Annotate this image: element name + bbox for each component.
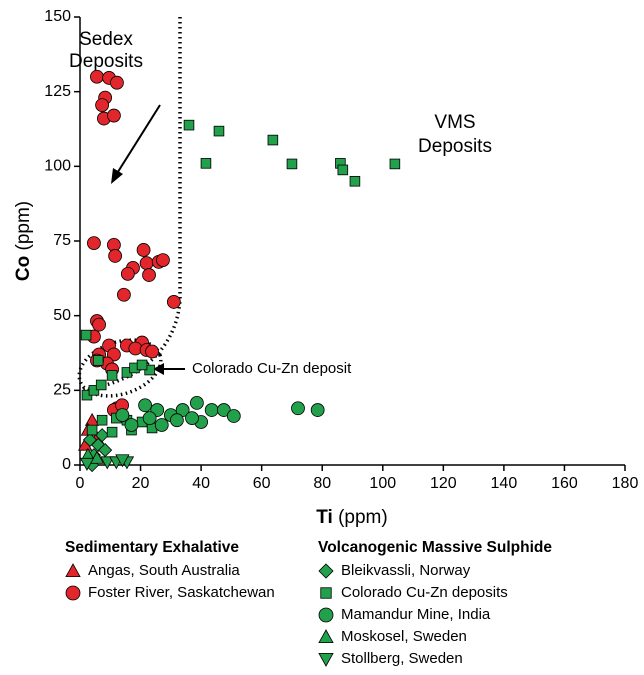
legend-label: Stollberg, Sweden bbox=[341, 650, 463, 667]
x-tick-label: 180 bbox=[612, 475, 639, 492]
y-tick-label: 125 bbox=[44, 83, 71, 100]
x-tick-label: 60 bbox=[253, 475, 271, 492]
legend-label: Foster River, Saskatchewan bbox=[88, 584, 275, 601]
point bbox=[88, 385, 100, 396]
y-tick-label: 25 bbox=[53, 382, 71, 399]
y-tick-label: 100 bbox=[44, 158, 71, 175]
point bbox=[310, 403, 325, 417]
point bbox=[117, 287, 131, 302]
y-tick-label: 75 bbox=[53, 232, 71, 249]
x-tick-label: 0 bbox=[76, 475, 85, 492]
point bbox=[200, 158, 212, 169]
point bbox=[80, 329, 92, 341]
point bbox=[86, 424, 98, 436]
point bbox=[124, 418, 139, 432]
y-axis-title-bold: Co bbox=[13, 256, 34, 281]
legend-marker bbox=[318, 629, 334, 643]
y-tick-label: 50 bbox=[53, 307, 71, 324]
point bbox=[92, 317, 106, 332]
point bbox=[107, 108, 121, 123]
legend-marker bbox=[65, 585, 81, 601]
legend-label: Bleikvassli, Norway bbox=[341, 562, 471, 579]
legend-label: Colorado Cu-Zn deposits bbox=[341, 584, 508, 601]
point bbox=[138, 398, 152, 413]
legend-marker bbox=[318, 653, 334, 667]
legend-marker bbox=[318, 607, 334, 623]
point bbox=[166, 295, 181, 309]
annotation: Sedex bbox=[79, 29, 133, 50]
point bbox=[145, 344, 159, 359]
point bbox=[183, 119, 195, 131]
point bbox=[120, 266, 135, 281]
y-axis-title-rest: (ppm) bbox=[13, 201, 34, 251]
point bbox=[95, 379, 107, 391]
point bbox=[169, 413, 184, 428]
annotation: Deposits bbox=[418, 136, 492, 157]
point bbox=[95, 428, 110, 443]
annotation: Deposits bbox=[69, 51, 143, 72]
legend-label: Moskosel, Sweden bbox=[341, 628, 467, 645]
point bbox=[142, 411, 157, 426]
point bbox=[267, 134, 279, 146]
point bbox=[110, 75, 124, 90]
x-tick-label: 120 bbox=[430, 475, 457, 492]
point bbox=[156, 253, 170, 268]
point bbox=[100, 456, 115, 470]
point bbox=[106, 426, 118, 438]
x-tick-label: 100 bbox=[369, 475, 396, 492]
point bbox=[389, 158, 401, 170]
annotation: VMS bbox=[434, 112, 475, 133]
point bbox=[189, 395, 204, 410]
point bbox=[349, 175, 361, 187]
point bbox=[337, 164, 349, 176]
x-tick-label: 140 bbox=[491, 475, 518, 492]
point bbox=[142, 268, 156, 282]
legend-group: Sedimentary Exhalative bbox=[65, 539, 239, 556]
point bbox=[96, 414, 108, 426]
point bbox=[154, 418, 169, 432]
point bbox=[87, 236, 101, 250]
sedex-arrow bbox=[111, 104, 161, 184]
legend-group: Volcanogenic Massive Sulphide bbox=[318, 539, 552, 556]
point bbox=[291, 401, 305, 416]
point bbox=[115, 408, 130, 423]
legend-marker bbox=[320, 587, 332, 599]
point bbox=[204, 403, 219, 417]
point bbox=[213, 125, 225, 137]
point bbox=[90, 69, 104, 84]
legend-marker bbox=[318, 563, 334, 579]
x-axis-title-bold: Ti bbox=[316, 507, 333, 528]
y-tick-label: 0 bbox=[62, 456, 71, 473]
point bbox=[106, 370, 118, 381]
legend-marker bbox=[65, 563, 81, 577]
x-axis-title: Ti (ppm) bbox=[316, 507, 387, 528]
y-axis-title: Co (ppm) bbox=[13, 201, 34, 281]
annotation: Colorado Cu-Zn deposit bbox=[192, 360, 352, 377]
x-tick-label: 40 bbox=[192, 475, 210, 492]
legend-label: Mamandur Mine, India bbox=[341, 606, 491, 623]
x-axis-title-rest: (ppm) bbox=[338, 507, 388, 528]
x-tick-label: 160 bbox=[551, 475, 578, 492]
point bbox=[136, 243, 151, 257]
legend-label: Angas, South Australia bbox=[88, 562, 240, 579]
point bbox=[95, 98, 110, 113]
colorado-arrow bbox=[153, 363, 185, 375]
x-tick-label: 80 bbox=[313, 475, 331, 492]
point bbox=[286, 158, 298, 170]
point bbox=[136, 359, 148, 371]
point bbox=[216, 403, 231, 417]
point bbox=[139, 256, 154, 271]
y-tick-label: 150 bbox=[44, 8, 71, 25]
point bbox=[108, 249, 123, 263]
point bbox=[92, 355, 104, 366]
point bbox=[89, 450, 105, 464]
x-tick-label: 20 bbox=[132, 475, 150, 492]
point bbox=[185, 411, 199, 426]
point bbox=[115, 454, 130, 468]
colorado-outline bbox=[77, 338, 163, 398]
point bbox=[226, 409, 241, 423]
point bbox=[79, 457, 95, 471]
